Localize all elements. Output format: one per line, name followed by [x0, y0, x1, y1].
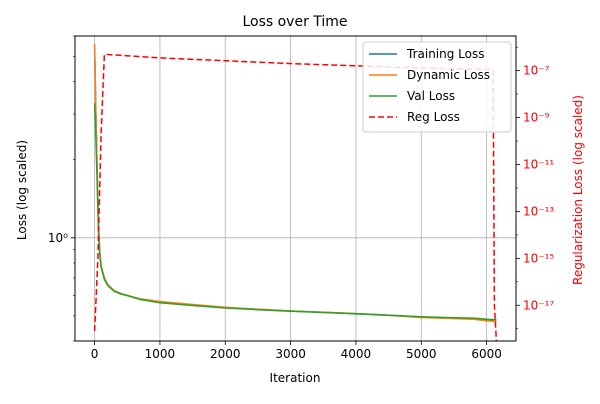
y-right-tick-label: 10⁻⁹ [523, 111, 550, 125]
x-axis: 0 1000 2000 3000 4000 5000 6000 [91, 341, 502, 361]
y-right-tick-label: 10⁻¹⁵ [523, 251, 554, 265]
series-clip-group [93, 43, 498, 341]
y-axis-right: 10⁻¹⁷ 10⁻¹⁵ 10⁻¹³ 10⁻¹¹ 10⁻⁹ 10⁻⁷ [516, 46, 554, 330]
x-tick-label: 2000 [210, 347, 241, 361]
legend-label: Dynamic Loss [407, 68, 490, 82]
plot-frame [74, 35, 517, 342]
legend-label: Reg Loss [407, 110, 460, 124]
legend-box [362, 41, 512, 133]
y-right-tick-label: 10⁻¹³ [523, 204, 554, 218]
series-layer [93, 43, 498, 341]
x-tick-label: 5000 [406, 347, 437, 361]
y-axis-left: 10⁰ [48, 35, 75, 342]
x-tick-label: 6000 [471, 347, 502, 361]
y-right-tick-label: 10⁻⁷ [523, 64, 550, 78]
x-tick-label: 4000 [341, 347, 372, 361]
x-tick-label: 3000 [275, 347, 306, 361]
y-tick-label: 10⁰ [48, 231, 68, 245]
x-tick-label: 0 [91, 347, 99, 361]
chart-title: Loss over Time [242, 14, 347, 30]
series-line-reg-loss [93, 53, 498, 341]
legend: Training Loss Dynamic Loss Val Loss Reg Los… [362, 41, 512, 133]
series-line-val-loss [93, 103, 497, 321]
x-axis-title: Iteration [270, 371, 321, 385]
x-tick-label: 1000 [145, 347, 176, 361]
grid [75, 36, 516, 341]
y-right-tick-label: 10⁻¹¹ [523, 158, 554, 172]
legend-label: Training Loss [406, 47, 484, 61]
y-right-tick-label: 10⁻¹⁷ [523, 298, 554, 312]
y-axis-title: Loss (log scaled) [15, 140, 29, 240]
y-axis-right-title: Regularization Loss (log scaled) [571, 95, 585, 285]
legend-label: Val Loss [407, 89, 455, 103]
